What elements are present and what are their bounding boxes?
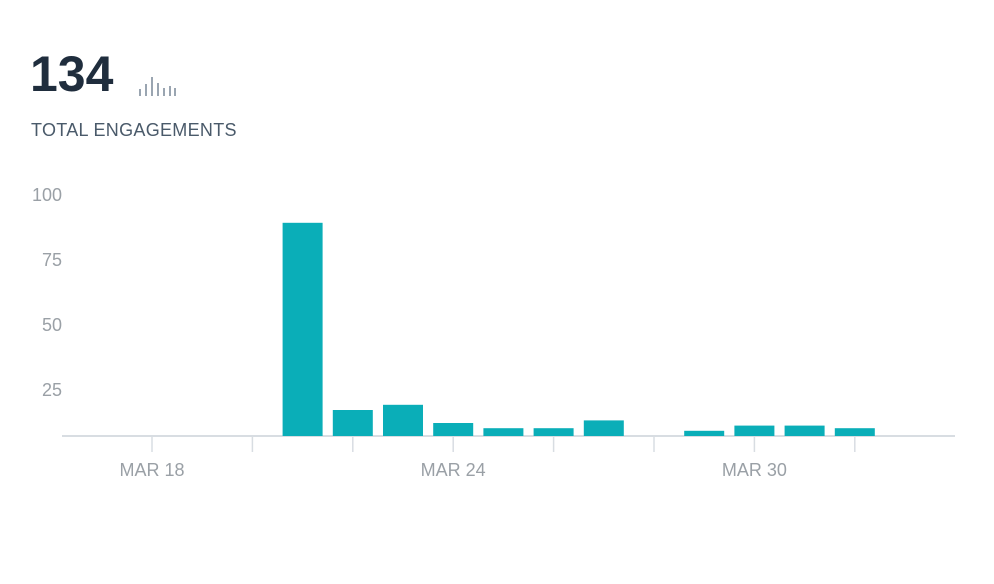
bar — [332, 410, 373, 436]
total-label: TOTAL ENGAGEMENTS — [31, 120, 237, 140]
x-tick-label: MAR 24 — [421, 460, 486, 480]
bar — [533, 428, 574, 436]
bar — [433, 423, 474, 436]
bar — [282, 222, 323, 436]
bar — [483, 428, 524, 436]
bar — [734, 425, 775, 436]
bar — [383, 404, 423, 436]
y-tick-label: 25 — [42, 380, 62, 400]
bar — [684, 430, 725, 436]
bar — [784, 425, 825, 436]
x-tick-label: MAR 30 — [722, 460, 787, 480]
y-tick-label: 75 — [42, 250, 62, 270]
bar — [834, 428, 875, 436]
sparkline-icon — [139, 77, 176, 96]
y-tick-label: 50 — [42, 315, 62, 335]
x-tick-label: MAR 18 — [119, 460, 184, 480]
y-tick-label: 100 — [32, 185, 62, 205]
total-value: 134 — [30, 46, 114, 102]
bar — [583, 420, 624, 436]
